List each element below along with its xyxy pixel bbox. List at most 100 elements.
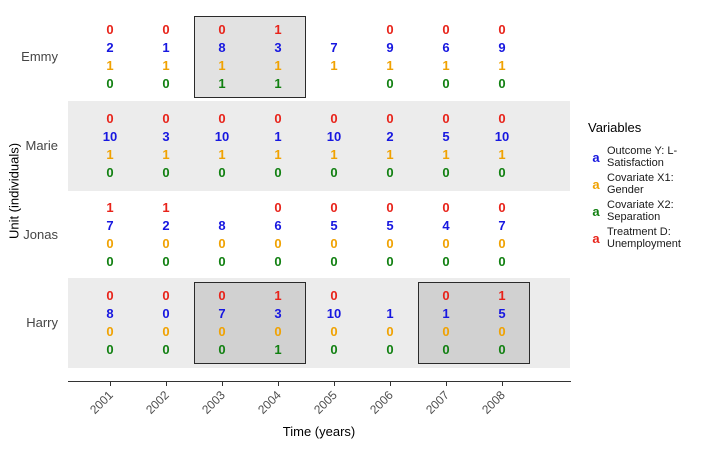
- cell-value: 8: [218, 218, 226, 233]
- cell-value: 0: [442, 111, 450, 126]
- cell-value: 0: [386, 254, 394, 269]
- legend-label: Outcome Y: L-Satisfaction: [607, 145, 678, 169]
- cell-value: 0: [274, 236, 282, 251]
- cell-value: 0: [274, 254, 282, 269]
- cell-value: 9: [498, 40, 506, 55]
- unit-labels: Emmy Marie Jonas Harry: [0, 0, 60, 382]
- legend-entry: a Treatment D: Unemployment: [588, 226, 712, 250]
- cell-value: 0: [106, 288, 114, 303]
- cell-value: 9: [386, 40, 394, 55]
- cell-value: 1: [498, 147, 506, 162]
- cell-value: 0: [330, 200, 338, 215]
- cell-value: 0: [442, 165, 450, 180]
- cell-value: 0: [218, 111, 226, 126]
- cell-value: 0: [274, 165, 282, 180]
- unit-label: Harry: [26, 315, 58, 330]
- cell-value: 0: [106, 111, 114, 126]
- cell-value: 8: [218, 40, 226, 55]
- cell-value: 0: [442, 22, 450, 37]
- cell-value: 1: [218, 147, 226, 162]
- cell-value: 0: [330, 254, 338, 269]
- x-tick: [110, 382, 111, 386]
- cell-value: 1: [274, 76, 282, 91]
- cell-value: 3: [274, 306, 282, 321]
- cell-value: 0: [442, 324, 450, 339]
- cell-value: 0: [274, 324, 282, 339]
- cell-value: 1: [106, 200, 114, 215]
- cell-value: 1: [498, 288, 506, 303]
- legend-key-red: a: [592, 230, 600, 246]
- cell-value: 0: [162, 288, 170, 303]
- cell-value: 1: [162, 58, 170, 73]
- cell-value: 0: [106, 22, 114, 37]
- cell-value: 10: [494, 129, 510, 144]
- cell-value: 0: [106, 324, 114, 339]
- cell-value: 7: [218, 306, 226, 321]
- legend: Variables a Outcome Y: L-Satisfaction a Cov…: [588, 120, 712, 253]
- cell-value: 1: [162, 200, 170, 215]
- cell-value: 0: [162, 165, 170, 180]
- cell-value: 3: [274, 40, 282, 55]
- cell-value: 1: [274, 22, 282, 37]
- cell-value: 2: [106, 40, 114, 55]
- highlight-box: [194, 282, 306, 364]
- cell-value: 0: [386, 76, 394, 91]
- cell-value: 1: [106, 58, 114, 73]
- x-tick: [166, 382, 167, 386]
- cell-value: 0: [442, 200, 450, 215]
- cell-value: 6: [274, 218, 282, 233]
- legend-entry: a Covariate X2: Separation: [588, 199, 712, 223]
- legend-label: Covariate X1: Gender: [607, 172, 674, 196]
- cell-value: 1: [386, 58, 394, 73]
- cell-value: 1: [330, 58, 338, 73]
- cell-value: 0: [442, 236, 450, 251]
- cell-value: 0: [498, 165, 506, 180]
- cell-value: 0: [330, 236, 338, 251]
- cell-value: 1: [162, 147, 170, 162]
- cell-value: 0: [330, 288, 338, 303]
- legend-title: Variables: [588, 120, 642, 135]
- cell-value: 1: [386, 147, 394, 162]
- x-tick: [334, 382, 335, 386]
- cell-value: 10: [102, 129, 118, 144]
- cell-value: 0: [386, 236, 394, 251]
- cell-value: 0: [498, 76, 506, 91]
- cell-value: 0: [442, 288, 450, 303]
- cell-value: 0: [218, 254, 226, 269]
- cell-value: 5: [330, 218, 338, 233]
- cell-value: 0: [106, 165, 114, 180]
- unit-label: Emmy: [21, 49, 58, 64]
- cell-value: 1: [442, 58, 450, 73]
- x-tick: [390, 382, 391, 386]
- unit-band: [68, 101, 570, 191]
- legend-key-orange: a: [592, 176, 600, 192]
- legend-key-blue: a: [592, 149, 600, 165]
- cell-value: 0: [218, 236, 226, 251]
- legend-label: Treatment D: Unemployment: [607, 226, 681, 250]
- cell-value: 1: [106, 147, 114, 162]
- cell-value: 0: [218, 165, 226, 180]
- cell-value: 1: [274, 129, 282, 144]
- cell-value: 0: [162, 306, 170, 321]
- cell-value: 0: [106, 254, 114, 269]
- x-axis-line: [68, 381, 571, 382]
- cell-value: 10: [326, 306, 342, 321]
- cell-value: 0: [386, 324, 394, 339]
- cell-value: 1: [274, 288, 282, 303]
- cell-value: 0: [330, 342, 338, 357]
- unit-band: [68, 278, 570, 368]
- cell-value: 0: [386, 200, 394, 215]
- cell-value: 0: [162, 254, 170, 269]
- cell-value: 2: [162, 218, 170, 233]
- cell-value: 0: [498, 342, 506, 357]
- cell-value: 5: [386, 218, 394, 233]
- cell-value: 4: [442, 218, 450, 233]
- cell-value: 1: [274, 147, 282, 162]
- x-tick: [502, 382, 503, 386]
- cell-value: 0: [218, 342, 226, 357]
- cell-value: 0: [274, 111, 282, 126]
- cell-value: 0: [218, 288, 226, 303]
- cell-value: 5: [442, 129, 450, 144]
- cell-value: 0: [162, 324, 170, 339]
- cell-value: 7: [106, 218, 114, 233]
